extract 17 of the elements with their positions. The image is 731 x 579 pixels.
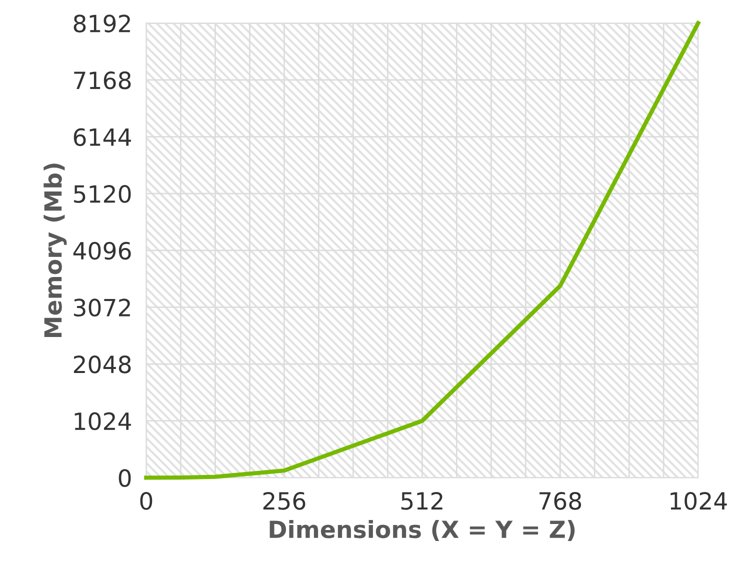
x-axis-title: Dimensions (X = Y = Z) — [270, 520, 575, 542]
line-series — [144, 21, 700, 480]
y-tick-label: 8192 — [74, 14, 130, 32]
y-tick-label: 5120 — [74, 185, 131, 203]
x-tick-label: 768 — [540, 492, 582, 510]
y-tick-label: 4096 — [73, 242, 131, 260]
y-tick-label: 2048 — [74, 355, 131, 374]
y-tick-label: 1024 — [74, 412, 131, 430]
x-tick-label: 512 — [401, 492, 442, 510]
y-tick-label: 7168 — [74, 71, 131, 90]
y-tick-label: 6144 — [74, 128, 131, 146]
y-tick-label: 3072 — [74, 298, 130, 317]
x-tick-label: 1024 — [670, 492, 727, 510]
y-tick-label: 0 — [118, 469, 131, 487]
x-tick-label: 256 — [263, 492, 306, 510]
x-tick-label: 0 — [140, 492, 152, 510]
y-axis-title: Memory (Mb) — [44, 164, 67, 338]
